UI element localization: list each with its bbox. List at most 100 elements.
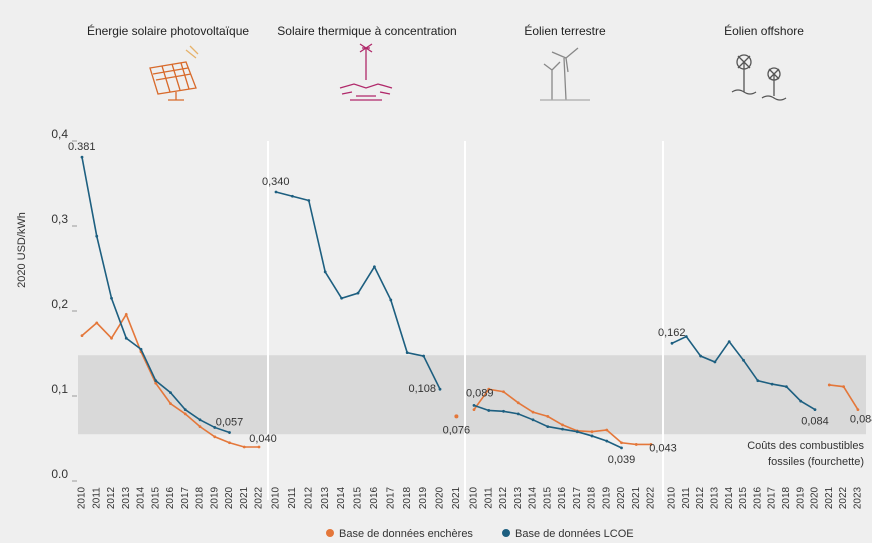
lcoe-value-label: 0,039 <box>608 454 636 466</box>
y-tick-label: 0.0 <box>51 467 68 481</box>
lcoe-value-label: 0,108 <box>408 383 436 395</box>
x-tick-label: 2018 <box>587 486 598 509</box>
pv-icon <box>149 45 199 101</box>
x-tick-label: 2012 <box>303 486 314 509</box>
auction-point <box>842 385 845 389</box>
panel-title: Solaire thermique à concentration <box>277 24 456 38</box>
auction-point <box>110 336 113 340</box>
auction-point <box>198 425 202 428</box>
lcoe-value-label: 0,162 <box>658 327 686 339</box>
auction-point <box>124 313 128 316</box>
auction-point <box>561 423 564 427</box>
csp-icon <box>339 43 393 101</box>
lcoe-point <box>228 431 231 434</box>
lcoe-point <box>373 265 376 269</box>
auction-point <box>95 321 99 325</box>
fossil-range-label: Coûts des combustibles <box>747 440 864 452</box>
x-tick-label: 2014 <box>336 486 347 509</box>
auction-point <box>242 445 246 449</box>
x-tick-label: 2010 <box>77 486 88 509</box>
x-tick-label: 2016 <box>557 486 568 509</box>
x-tick-label: 2021 <box>631 486 642 509</box>
lcoe-point <box>80 155 84 159</box>
x-tick-label: 2018 <box>195 486 206 509</box>
x-tick-label: 2017 <box>767 486 778 509</box>
lcoe-point <box>389 298 393 302</box>
x-tick-label: 2016 <box>752 486 763 509</box>
lcoe-point <box>561 427 564 431</box>
auction-point <box>80 334 84 338</box>
auction-point <box>154 381 158 385</box>
panel-title: Éolien offshore <box>724 23 804 38</box>
x-tick-label: 2023 <box>853 486 864 509</box>
x-tick-label: 2013 <box>710 486 721 509</box>
auction-point <box>620 441 623 445</box>
x-tick-label: 2019 <box>209 486 220 509</box>
lcoe-point <box>124 336 128 340</box>
x-tick-label: 2010 <box>271 486 282 509</box>
x-tick-label: 2019 <box>601 486 612 509</box>
x-tick-label: 2014 <box>136 486 147 509</box>
x-tick-label: 2017 <box>180 486 191 509</box>
x-tick-label: 2015 <box>738 486 749 509</box>
auction-point <box>213 435 217 439</box>
lcoe-value-label: 0,089 <box>466 387 494 399</box>
x-tick-label: 2015 <box>150 486 161 509</box>
y-tick-label: 0,2 <box>51 297 68 311</box>
lcoe-point <box>575 430 579 434</box>
auction-value-label: 0,084 <box>850 414 872 426</box>
x-tick-label: 2010 <box>667 486 678 509</box>
lcoe-point <box>620 446 623 450</box>
lcoe-value-label: 0,084 <box>801 416 829 428</box>
x-tick-label: 2020 <box>616 486 627 509</box>
lcoe-point <box>183 408 187 411</box>
lcoe-point <box>405 351 409 355</box>
x-tick-label: 2022 <box>254 486 265 509</box>
x-tick-label: 2018 <box>781 486 792 509</box>
x-tick-label: 2012 <box>106 486 117 509</box>
onshore-icon <box>540 47 590 101</box>
offshore-icon <box>731 54 787 101</box>
lcoe-point <box>487 409 491 412</box>
icons <box>149 43 787 101</box>
lcoe-point <box>472 403 476 407</box>
lcoe-value-label: 0.381 <box>68 141 96 153</box>
auction-point <box>634 443 638 446</box>
x-tick-label: 2015 <box>542 486 553 509</box>
x-tick-label: 2012 <box>498 486 509 509</box>
auction-point <box>257 445 261 449</box>
lcoe-point <box>422 354 425 358</box>
x-tick-label: 2021 <box>239 486 250 509</box>
lcoe-point <box>139 347 143 351</box>
legend-label: Base de données LCOE <box>515 528 634 540</box>
y-axis-label: 2020 USD/kWh <box>16 212 28 288</box>
fossil-range-band <box>78 355 866 435</box>
lcoe-point <box>727 340 731 343</box>
auction-point <box>502 390 505 394</box>
lcoe-point <box>770 382 774 386</box>
lcoe-point <box>785 385 788 389</box>
x-tick-label: 2016 <box>369 486 380 509</box>
auction-point <box>454 414 459 419</box>
lcoe-point <box>213 426 217 429</box>
lcoe-point <box>799 399 803 403</box>
x-tick-label: 2022 <box>838 486 849 509</box>
lcoe-point <box>95 234 99 238</box>
lcoe-point <box>516 412 520 416</box>
lcoe-point <box>307 199 311 202</box>
x-tick-label: 2011 <box>91 487 102 509</box>
x-tick-label: 2014 <box>528 486 539 509</box>
y-tick-label: 0,1 <box>51 382 68 396</box>
auction-point <box>856 408 860 411</box>
x-tick-label: 2020 <box>810 486 821 509</box>
auction-point <box>531 410 535 414</box>
lcoe-point <box>742 358 745 362</box>
x-tick-label: 2019 <box>418 486 429 509</box>
auction-point <box>516 401 520 405</box>
x-tick-label: 2021 <box>824 486 835 509</box>
x-tick-label: 2014 <box>724 486 735 509</box>
auction-point <box>590 430 594 434</box>
auction-point <box>472 408 476 411</box>
